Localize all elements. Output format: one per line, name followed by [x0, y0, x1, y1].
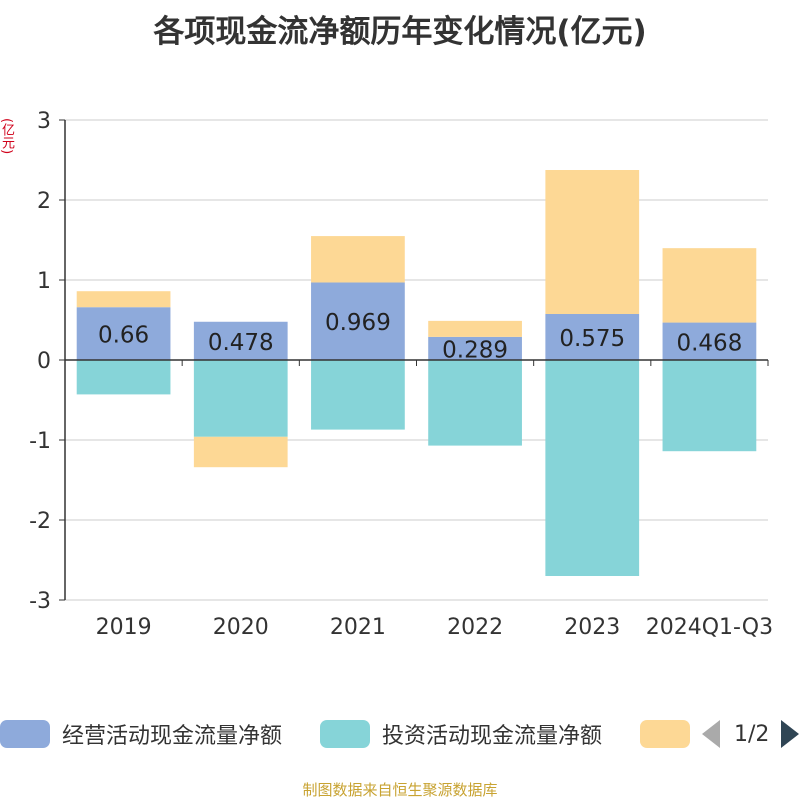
bar-financing [193, 436, 288, 468]
y-tick-label: 0 [37, 349, 51, 374]
y-axis-unit: (亿元) [0, 118, 14, 155]
bar-investing [76, 360, 171, 395]
x-tick-label: 2023 [564, 615, 620, 640]
y-tick-label: -3 [29, 589, 51, 614]
legend-page-indicator: 1/2 [734, 721, 770, 747]
bar-operating [311, 282, 405, 360]
y-tick-label: -1 [29, 429, 51, 454]
data-label: 0.289 [442, 337, 508, 363]
legend-swatch-financing [640, 720, 690, 748]
bar-investing [311, 360, 405, 430]
bar-financing [76, 291, 171, 308]
y-tick-label: 1 [37, 269, 51, 294]
legend: 经营活动现金流量净额 投资活动现金流量净额 1/2 [0, 716, 800, 756]
x-tick-label: 2020 [213, 615, 269, 640]
bar-investing [662, 360, 757, 452]
bar-operating [428, 336, 522, 360]
legend-item-operating[interactable]: 经营活动现金流量净额 [0, 716, 282, 752]
chart-canvas: 3 2 1 0 -1 -2 -3 0.66 0.478 0.969 0.289 0.575 0.468 2… [29, 109, 773, 640]
chart-title: 各项现金流净额历年变化情况(亿元) [153, 14, 647, 50]
bar-financing [428, 320, 522, 337]
legend-label-investing: 投资活动现金流量净额 [382, 724, 603, 749]
x-tick-label: 2022 [447, 615, 503, 640]
data-label: 0.478 [208, 330, 274, 356]
bar-investing [428, 360, 522, 446]
data-label: 0.575 [559, 326, 625, 352]
data-label: 0.66 [98, 323, 149, 349]
bar-financing [311, 236, 405, 283]
legend-item-financing[interactable] [640, 716, 702, 752]
legend-item-investing[interactable]: 投资活动现金流量净额 [320, 716, 602, 752]
chevron-left-icon[interactable] [702, 720, 720, 748]
legend-pager: 1/2 [702, 716, 800, 752]
bar-investing [193, 360, 288, 437]
bar-financing [662, 248, 757, 323]
data-label: 0.969 [325, 310, 391, 336]
bar-financing [545, 170, 640, 314]
x-tick-label: 2019 [96, 615, 152, 640]
y-tick-label: 2 [37, 189, 51, 214]
legend-swatch-investing [320, 720, 370, 748]
y-tick-label: -2 [29, 509, 51, 534]
data-label: 0.468 [676, 330, 742, 356]
bar-operating [76, 307, 171, 360]
legend-swatch-operating [0, 720, 50, 748]
x-tick-label: 2021 [330, 615, 386, 640]
chevron-right-icon[interactable] [781, 720, 800, 748]
x-tick-label: 2024Q1-Q3 [646, 615, 773, 640]
y-tick-label: 3 [37, 109, 51, 134]
bar-operating [545, 314, 640, 360]
data-source-note: 制图数据来自恒生聚源数据库 [302, 781, 498, 799]
bar-operating [662, 322, 757, 360]
bar-operating [193, 321, 288, 360]
bar-investing [545, 360, 640, 576]
legend-label-operating: 经营活动现金流量净额 [62, 724, 283, 749]
